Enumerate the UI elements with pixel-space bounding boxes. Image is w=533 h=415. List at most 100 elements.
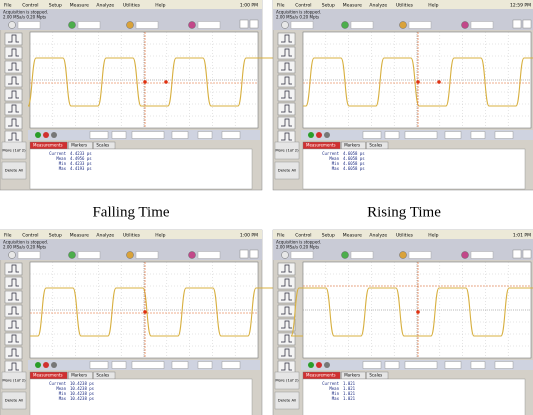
control-field [90, 362, 108, 369]
menu-item: Measure [343, 3, 362, 9]
channel-box [409, 22, 431, 29]
channel-box [78, 252, 100, 259]
channel-button [69, 252, 76, 259]
menu-item: Analyze [96, 233, 114, 239]
channel-button [462, 252, 469, 259]
clock: 1:00 PM [240, 233, 258, 239]
run-button [43, 132, 49, 138]
channel-box [351, 22, 373, 29]
marker-dot [143, 310, 147, 314]
channel-button [282, 252, 289, 259]
measure-value: 10.4238 ps [70, 396, 95, 401]
control-field [112, 362, 126, 369]
control-field [222, 362, 240, 369]
menu-item: Measure [70, 3, 89, 9]
channel-box [18, 252, 40, 259]
menu-item: Control [295, 233, 311, 239]
control-field [495, 132, 513, 139]
run-button [308, 132, 314, 138]
side-label: More (1of 2) [2, 148, 26, 153]
status-text: 2.00 MSa/s 0.20 Mpts [3, 15, 46, 20]
marker-dot [416, 80, 420, 84]
menu-item: Help [428, 233, 438, 239]
tab-label: Scales [369, 143, 382, 148]
tab-label: Measurements [306, 143, 336, 148]
menu-item: Setup [49, 3, 62, 9]
status-text: 2.00 MSa/s 0.20 Mpts [276, 15, 319, 20]
menu-item: File [4, 3, 12, 9]
toolbar-button [250, 250, 258, 258]
tab-label: Markers [71, 143, 87, 148]
clock: 1:00 PM [240, 3, 258, 9]
measure-label: Max [59, 396, 67, 401]
run-button [43, 362, 49, 368]
channel-box [78, 22, 100, 29]
menu-item: Utilities [396, 3, 414, 9]
run-button [316, 132, 322, 138]
tab-label: Markers [71, 373, 87, 378]
channel-box [291, 252, 313, 259]
toolbar-button [240, 20, 248, 28]
control-field [445, 132, 461, 139]
menu-item: Control [295, 3, 311, 9]
run-button [316, 362, 322, 368]
run-button [51, 132, 57, 138]
marker-dot [437, 80, 441, 84]
menu-item: Measure [343, 233, 362, 239]
side-label: Delete All [278, 398, 296, 403]
run-button [324, 132, 330, 138]
measure-value: 1.021 [343, 396, 356, 401]
caption: Rising Time [367, 204, 441, 220]
control-field [385, 132, 399, 139]
toolbar-button [513, 250, 521, 258]
toolbar-button [240, 250, 248, 258]
marker-dot [416, 310, 420, 314]
run-button [51, 362, 57, 368]
control-field [198, 132, 212, 139]
side-label: More (1of 2) [2, 378, 26, 383]
channel-box [18, 22, 40, 29]
tab-label: Scales [96, 373, 109, 378]
channel-button [400, 22, 407, 29]
channel-button [462, 22, 469, 29]
channel-button [127, 22, 134, 29]
channel-button [400, 252, 407, 259]
channel-button [9, 252, 16, 259]
menu-item: Setup [49, 233, 62, 239]
tab-label: Measurements [306, 373, 336, 378]
control-field [363, 132, 381, 139]
menu-item: Utilities [396, 233, 414, 239]
status-text: 2.00 MSa/s 0.20 Mpts [3, 245, 46, 250]
tab-label: Measurements [33, 143, 63, 148]
control-field [445, 362, 461, 369]
measure-value: 4.6058 ps [343, 166, 365, 171]
channel-box [471, 22, 493, 29]
side-label: More (1of 2) [275, 378, 299, 383]
channel-button [342, 22, 349, 29]
menu-item: Help [155, 3, 165, 9]
control-field [385, 362, 399, 369]
marker-dot [164, 80, 168, 84]
run-button [308, 362, 314, 368]
measure-label: Max [332, 396, 340, 401]
channel-box [198, 252, 220, 259]
toolbar-button [513, 20, 521, 28]
channel-button [9, 22, 16, 29]
menu-item: File [4, 233, 12, 239]
tab-label: Markers [344, 143, 360, 148]
control-field [172, 362, 188, 369]
control-field [495, 362, 513, 369]
control-field [471, 362, 485, 369]
run-button [35, 362, 41, 368]
control-field [405, 132, 437, 139]
channel-box [136, 22, 158, 29]
menu-item: Utilities [123, 3, 141, 9]
channel-box [471, 252, 493, 259]
channel-button [342, 252, 349, 259]
menu-item: Utilities [123, 233, 141, 239]
control-field [363, 362, 381, 369]
